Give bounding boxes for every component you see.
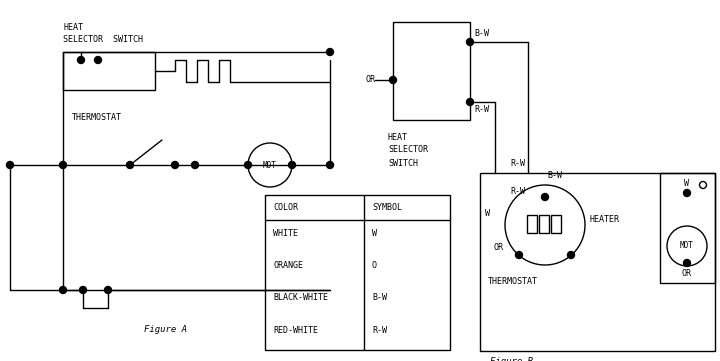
Bar: [480, 173, 715, 351]
Text: HEAT: HEAT: [388, 132, 408, 142]
Circle shape: [60, 161, 66, 169]
Text: MOT: MOT: [680, 242, 694, 251]
Circle shape: [683, 260, 690, 266]
Text: ORANGE: ORANGE: [273, 261, 303, 270]
Text: HEATER: HEATER: [590, 216, 620, 225]
Circle shape: [467, 39, 474, 45]
Text: B-W: B-W: [372, 293, 387, 303]
Circle shape: [326, 48, 333, 56]
Text: OR: OR: [493, 243, 503, 252]
Text: SWITCH: SWITCH: [388, 158, 418, 168]
Circle shape: [60, 287, 66, 293]
Text: O: O: [372, 261, 377, 270]
Circle shape: [245, 161, 251, 169]
Text: Figure B: Figure B: [490, 357, 533, 361]
Bar: [660, 173, 715, 283]
Circle shape: [683, 190, 690, 196]
Text: Figure A: Figure A: [143, 326, 186, 335]
Circle shape: [567, 252, 575, 258]
Bar: [539, 215, 549, 233]
Circle shape: [171, 161, 179, 169]
Text: RED-WHITE: RED-WHITE: [273, 326, 318, 335]
Circle shape: [390, 77, 397, 83]
Circle shape: [192, 161, 199, 169]
Circle shape: [467, 99, 474, 105]
Text: R-W: R-W: [474, 105, 489, 114]
Bar: [265, 195, 450, 350]
Circle shape: [78, 57, 84, 64]
Text: B-W: B-W: [474, 30, 489, 39]
Text: W: W: [485, 209, 490, 217]
Text: W: W: [372, 229, 377, 238]
Text: R-W: R-W: [510, 187, 525, 196]
Circle shape: [94, 57, 102, 64]
Bar: [551, 215, 561, 233]
Text: B-W: B-W: [547, 170, 562, 179]
Circle shape: [104, 287, 112, 293]
Circle shape: [326, 161, 333, 169]
Text: W: W: [685, 178, 690, 187]
Text: THERMOSTAT: THERMOSTAT: [72, 113, 122, 122]
Text: SELECTOR: SELECTOR: [388, 145, 428, 155]
Text: THERMOSTAT: THERMOSTAT: [488, 277, 538, 286]
Circle shape: [127, 161, 133, 169]
Text: BLACK-WHITE: BLACK-WHITE: [273, 293, 328, 303]
Text: R-W: R-W: [372, 326, 387, 335]
Text: WHITE: WHITE: [273, 229, 298, 238]
Text: HEAT: HEAT: [63, 23, 83, 32]
Circle shape: [79, 287, 86, 293]
Text: COLOR: COLOR: [273, 203, 298, 212]
Text: MOT: MOT: [263, 161, 277, 170]
Bar: [393, 22, 470, 120]
Text: OR: OR: [682, 269, 692, 278]
Circle shape: [6, 161, 14, 169]
Circle shape: [516, 252, 523, 258]
Bar: [63, 52, 155, 90]
Text: R-W: R-W: [510, 158, 525, 168]
Text: OR: OR: [365, 75, 375, 84]
Bar: [527, 215, 537, 233]
Text: SELECTOR  SWITCH: SELECTOR SWITCH: [63, 35, 143, 44]
Circle shape: [700, 182, 706, 188]
Circle shape: [289, 161, 295, 169]
Circle shape: [541, 193, 549, 200]
Text: SYMBOL: SYMBOL: [372, 203, 402, 212]
